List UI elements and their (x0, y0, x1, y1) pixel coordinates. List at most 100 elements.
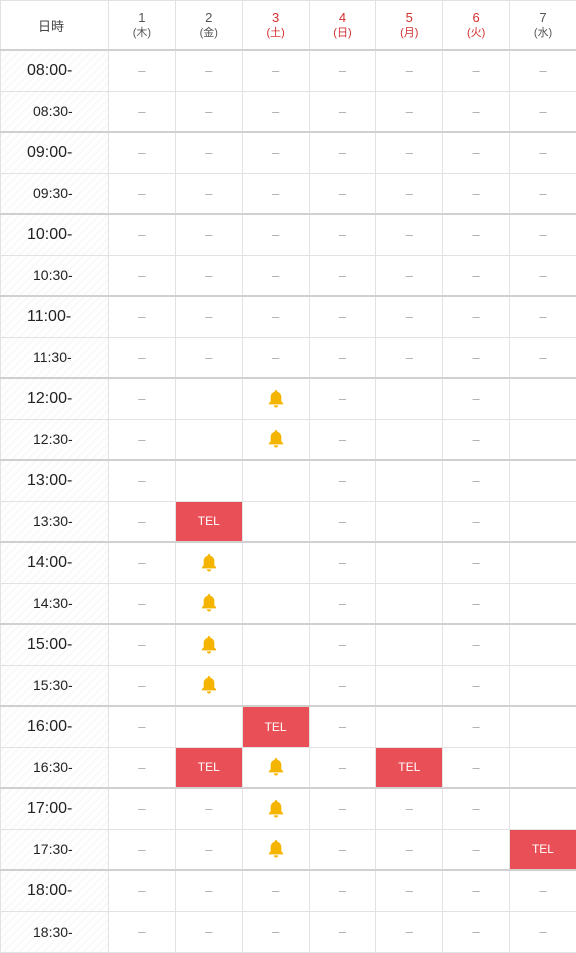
dash-label: – (138, 350, 145, 365)
available-slot[interactable] (376, 501, 443, 542)
dash-label: – (473, 186, 480, 201)
day-weekday: (火) (443, 26, 509, 40)
dash-label: – (473, 432, 480, 447)
dash-label: – (473, 637, 480, 652)
available-slot[interactable] (242, 542, 309, 583)
tel-slot[interactable]: TEL (510, 829, 576, 870)
available-slot[interactable] (376, 460, 443, 501)
tel-slot[interactable]: TEL (376, 747, 443, 788)
bell-icon (266, 759, 286, 774)
unavailable-slot: – (242, 255, 309, 296)
available-slot[interactable] (510, 542, 576, 583)
available-slot[interactable] (376, 419, 443, 460)
dash-label: – (539, 186, 546, 201)
day-weekday: (水) (510, 26, 576, 40)
circle-icon (534, 472, 551, 489)
unavailable-slot: – (309, 829, 376, 870)
waitlist-slot[interactable] (242, 829, 309, 870)
dash-label: – (473, 63, 480, 78)
dash-label: – (406, 350, 413, 365)
unavailable-slot: – (309, 501, 376, 542)
circle-icon (200, 431, 217, 448)
dash-label: – (138, 268, 145, 283)
waitlist-slot[interactable] (242, 378, 309, 419)
day-header-5: 5(月) (376, 1, 443, 51)
available-slot[interactable] (242, 583, 309, 624)
unavailable-slot: – (443, 747, 510, 788)
available-slot[interactable] (510, 378, 576, 419)
unavailable-slot: – (443, 255, 510, 296)
unavailable-slot: – (309, 91, 376, 132)
available-slot[interactable] (510, 747, 576, 788)
day-header-7: 7(水) (510, 1, 576, 51)
waitlist-slot[interactable] (175, 665, 242, 706)
available-slot[interactable] (510, 788, 576, 829)
unavailable-slot: – (443, 542, 510, 583)
waitlist-slot[interactable] (242, 788, 309, 829)
dash-label: – (272, 104, 279, 119)
dash-label: – (406, 63, 413, 78)
dash-label: – (406, 842, 413, 857)
available-slot[interactable] (376, 665, 443, 706)
available-slot[interactable] (510, 665, 576, 706)
available-slot[interactable] (175, 419, 242, 460)
available-slot[interactable] (376, 583, 443, 624)
unavailable-slot: – (242, 132, 309, 173)
unavailable-slot: – (309, 337, 376, 378)
dash-label: – (406, 186, 413, 201)
bell-icon (199, 595, 219, 610)
unavailable-slot: – (443, 337, 510, 378)
waitlist-slot[interactable] (175, 542, 242, 583)
tel-slot[interactable]: TEL (242, 706, 309, 747)
available-slot[interactable] (242, 501, 309, 542)
available-slot[interactable] (242, 665, 309, 706)
unavailable-slot: – (309, 50, 376, 91)
dash-label: – (539, 104, 546, 119)
tel-slot[interactable]: TEL (175, 747, 242, 788)
available-slot[interactable] (376, 378, 443, 419)
dash-label: – (539, 63, 546, 78)
available-slot[interactable] (376, 542, 443, 583)
unavailable-slot: – (109, 460, 176, 501)
bell-icon (266, 390, 286, 405)
waitlist-slot[interactable] (175, 583, 242, 624)
available-slot[interactable] (376, 706, 443, 747)
circle-icon (401, 636, 418, 653)
time-row: 18:30-––––––– (1, 911, 576, 952)
available-slot[interactable] (242, 460, 309, 501)
available-slot[interactable] (175, 378, 242, 419)
available-slot[interactable] (510, 624, 576, 665)
unavailable-slot: – (309, 419, 376, 460)
available-slot[interactable] (175, 460, 242, 501)
circle-icon (401, 513, 418, 530)
available-slot[interactable] (510, 501, 576, 542)
time-label: 15:30- (1, 665, 109, 706)
unavailable-slot: – (109, 583, 176, 624)
available-slot[interactable] (510, 583, 576, 624)
available-slot[interactable] (510, 419, 576, 460)
unavailable-slot: – (109, 788, 176, 829)
tel-label: TEL (198, 760, 220, 774)
waitlist-slot[interactable] (242, 419, 309, 460)
circle-icon (534, 554, 551, 571)
time-label: 18:30- (1, 911, 109, 952)
waitlist-slot[interactable] (175, 624, 242, 665)
day-weekday: (月) (376, 26, 442, 40)
available-slot[interactable] (510, 460, 576, 501)
unavailable-slot: – (175, 911, 242, 952)
available-slot[interactable] (376, 624, 443, 665)
unavailable-slot: – (376, 829, 443, 870)
available-slot[interactable] (175, 706, 242, 747)
available-slot[interactable] (510, 706, 576, 747)
waitlist-slot[interactable] (242, 747, 309, 788)
dash-label: – (205, 842, 212, 857)
available-slot[interactable] (242, 624, 309, 665)
dash-label: – (539, 350, 546, 365)
dash-label: – (339, 473, 346, 488)
dash-label: – (339, 227, 346, 242)
dash-label: – (138, 63, 145, 78)
tel-slot[interactable]: TEL (175, 501, 242, 542)
dash-label: – (539, 145, 546, 160)
unavailable-slot: – (109, 91, 176, 132)
unavailable-slot: – (242, 91, 309, 132)
